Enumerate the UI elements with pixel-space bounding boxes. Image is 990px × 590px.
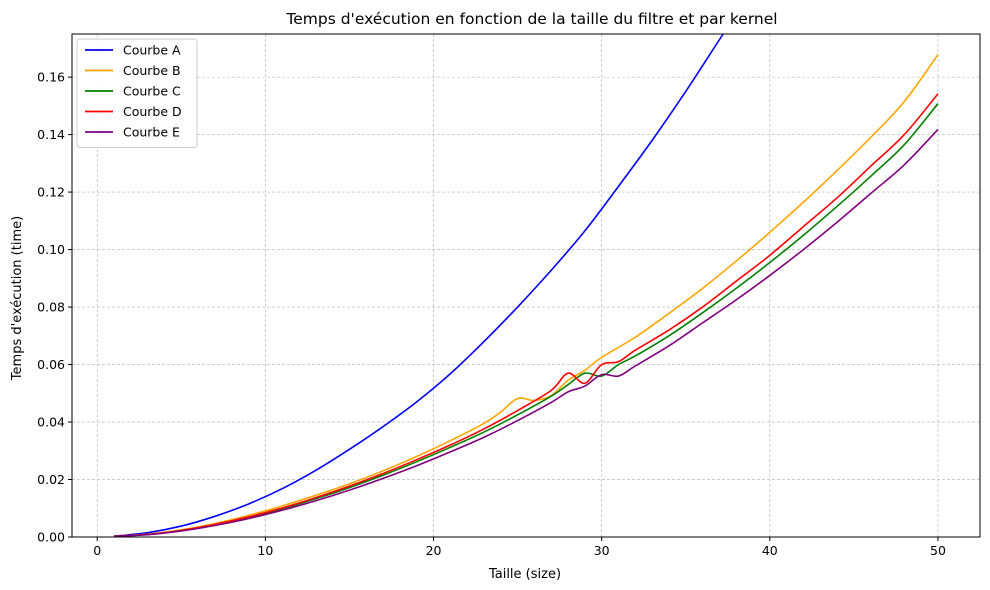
x-tick-label: 20 bbox=[426, 543, 442, 558]
x-tick-label: 0 bbox=[93, 543, 101, 558]
legend-label: Courbe D bbox=[123, 104, 182, 119]
y-tick-label: 0.06 bbox=[37, 357, 65, 372]
series-line-a bbox=[113, 34, 725, 537]
chart-title: Temps d'exécution en fonction de la tail… bbox=[285, 10, 777, 28]
x-tick-label: 40 bbox=[762, 543, 778, 558]
legend-label: Courbe A bbox=[123, 43, 181, 58]
series-group bbox=[113, 34, 939, 537]
y-tick-label: 0.14 bbox=[37, 127, 65, 142]
y-tick-label: 0.00 bbox=[37, 530, 65, 545]
x-tick-label: 30 bbox=[594, 543, 610, 558]
series-line-e bbox=[114, 128, 939, 537]
series-line-b bbox=[113, 54, 939, 537]
legend-box bbox=[76, 38, 198, 148]
y-axis-label: Temps d'exécution (time) bbox=[10, 216, 25, 381]
y-tick-label: 0.08 bbox=[37, 300, 65, 315]
legend: Courbe A Courbe B Courbe C Courbe D Courbe E bbox=[76, 38, 198, 148]
plot-frame bbox=[71, 33, 981, 538]
grid bbox=[72, 34, 980, 538]
legend-label: Courbe C bbox=[123, 84, 181, 99]
y-tick-label: 0.04 bbox=[37, 415, 65, 430]
x-tick-label: 50 bbox=[930, 543, 946, 558]
x-axis: 0 10 20 30 40 50 bbox=[93, 537, 946, 558]
y-tick-label: 0.10 bbox=[37, 242, 65, 257]
y-axis: 0.00 0.02 0.04 0.06 0.08 0.10 0.12 0.14 0.16 bbox=[37, 70, 72, 545]
y-tick-label: 0.02 bbox=[37, 472, 65, 487]
series-line-c bbox=[113, 103, 939, 537]
y-tick-label: 0.16 bbox=[37, 70, 65, 85]
y-tick-label: 0.12 bbox=[37, 185, 65, 200]
x-axis-label: Taille (size) bbox=[488, 567, 561, 582]
legend-label: Courbe B bbox=[123, 63, 181, 78]
x-tick-label: 10 bbox=[257, 543, 273, 558]
series-line-d bbox=[113, 93, 939, 537]
legend-label: Courbe E bbox=[123, 125, 180, 140]
